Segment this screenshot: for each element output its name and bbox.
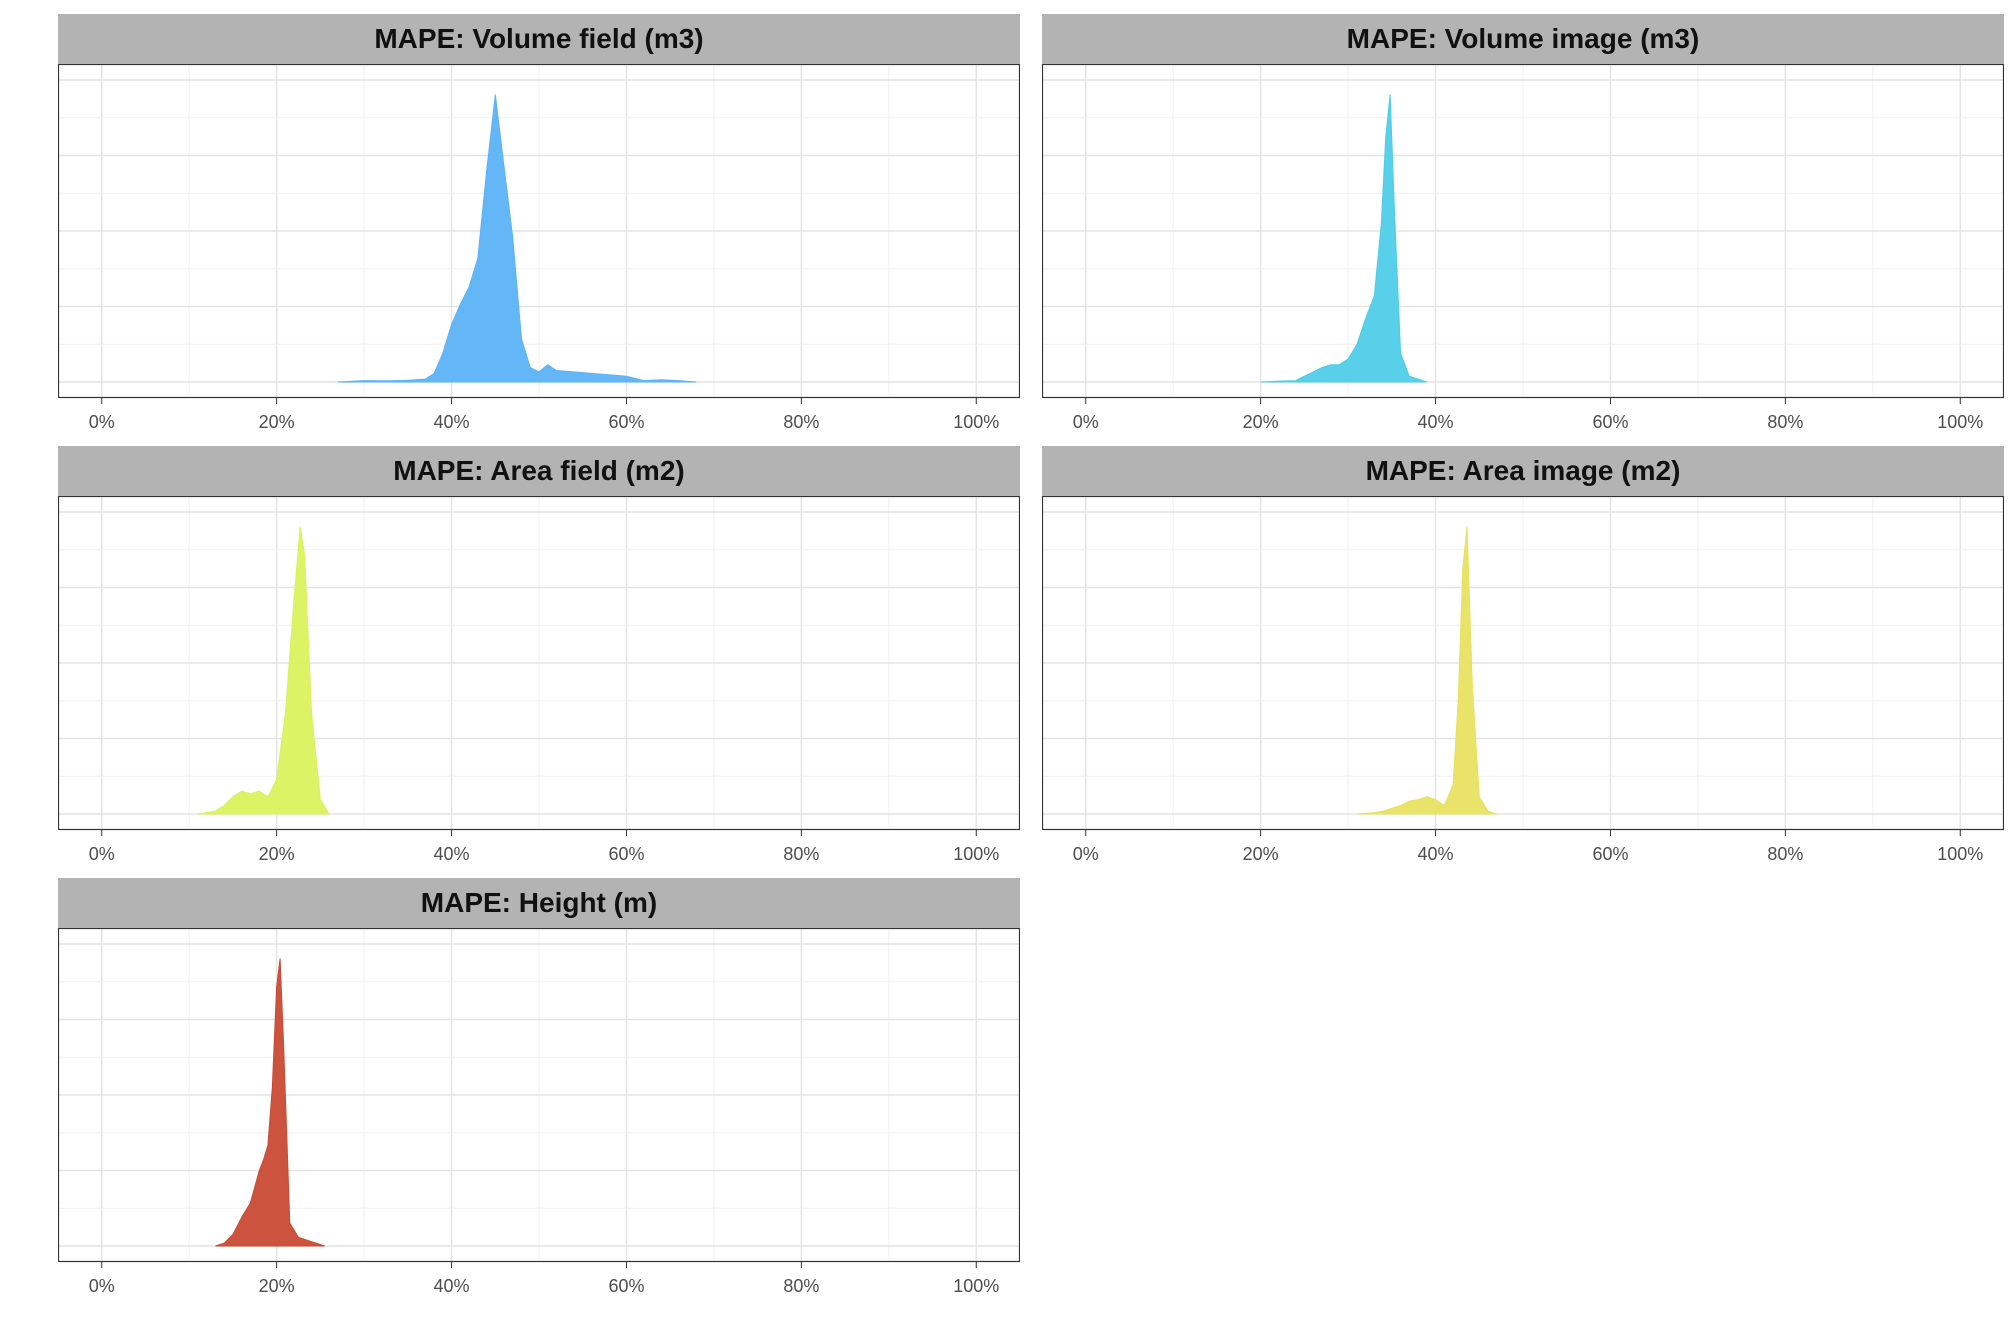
- plot-border: [58, 64, 1020, 399]
- facet-panel-area-image: MAPE: Area image (m2) 0% 20% 40% 60% 80% 100%: [1042, 446, 2004, 874]
- x-tick-label: 40%: [434, 1276, 470, 1296]
- x-tick-label: 0%: [89, 1276, 115, 1296]
- density-area: [1260, 94, 1427, 383]
- x-tick-label: 80%: [783, 844, 819, 864]
- x-tick-label: 60%: [1592, 844, 1628, 864]
- x-tick-label: 20%: [259, 1276, 295, 1296]
- x-tick-label: 0%: [89, 844, 115, 864]
- x-tick-label: 100%: [1937, 844, 1983, 864]
- facet-title: MAPE: Area image (m2): [1042, 446, 2004, 496]
- density-area: [337, 94, 697, 383]
- x-tick-label: 40%: [434, 412, 470, 432]
- x-tick-label: 100%: [953, 412, 999, 432]
- x-tick-label: 20%: [1243, 412, 1279, 432]
- x-tick-label: 60%: [608, 844, 644, 864]
- x-tick-label: 100%: [1937, 412, 1983, 432]
- x-tick-label: 100%: [953, 844, 999, 864]
- facet-panel-volume-field: MAPE: Volume field (m3) 0% 20% 40% 60% 80% 10…: [58, 14, 1020, 442]
- x-tick-label: 20%: [259, 844, 295, 864]
- facet-title: MAPE: Volume image (m3): [1042, 14, 2004, 64]
- x-tick-label: 80%: [783, 412, 819, 432]
- x-tick-label: 0%: [1073, 844, 1099, 864]
- density-plot: 0% 20% 40% 60% 80% 100%: [58, 64, 1020, 432]
- plot-border: [58, 928, 1020, 1263]
- facet-panel-volume-image: MAPE: Volume image (m3) 0% 20% 40% 60% 80% 10…: [1042, 14, 2004, 442]
- density-plot: 0% 20% 40% 60% 80% 100%: [58, 496, 1020, 864]
- x-tick-label: 0%: [1073, 412, 1099, 432]
- density-area: [215, 958, 325, 1247]
- facet-panel-height: MAPE: Height (m) 0% 20% 40% 60% 80% 100%: [58, 878, 1020, 1306]
- x-tick-label: 100%: [953, 1276, 999, 1296]
- facet-panel-area-field: MAPE: Area field (m2) 0% 20% 40% 60% 80% 100%: [58, 446, 1020, 874]
- x-tick-label: 20%: [259, 412, 295, 432]
- x-tick-label: 20%: [1243, 844, 1279, 864]
- facet-title: MAPE: Height (m): [58, 878, 1020, 928]
- x-tick-label: 80%: [783, 1276, 819, 1296]
- density-area: [197, 526, 330, 815]
- x-tick-label: 80%: [1767, 412, 1803, 432]
- x-tick-label: 40%: [1418, 412, 1454, 432]
- x-tick-label: 0%: [89, 412, 115, 432]
- density-plot: 0% 20% 40% 60% 80% 100%: [1042, 496, 2004, 864]
- density-plot: 0% 20% 40% 60% 80% 100%: [58, 928, 1020, 1296]
- x-tick-label: 60%: [608, 412, 644, 432]
- x-tick-label: 40%: [434, 844, 470, 864]
- facet-title: MAPE: Volume field (m3): [58, 14, 1020, 64]
- plot-border: [58, 496, 1020, 831]
- x-tick-label: 60%: [1592, 412, 1628, 432]
- x-tick-label: 80%: [1767, 844, 1803, 864]
- density-area: [1356, 526, 1497, 815]
- facet-title: MAPE: Area field (m2): [58, 446, 1020, 496]
- x-tick-label: 40%: [1418, 844, 1454, 864]
- density-plot: 0% 20% 40% 60% 80% 100%: [1042, 64, 2004, 432]
- plot-border: [1042, 496, 2004, 831]
- plot-border: [1042, 64, 2004, 399]
- x-tick-label: 60%: [608, 1276, 644, 1296]
